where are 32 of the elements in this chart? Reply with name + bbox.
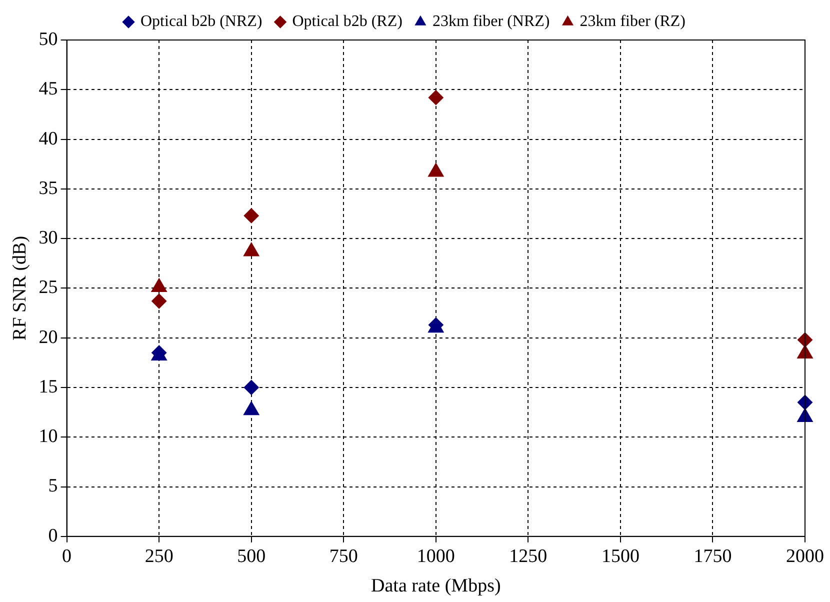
y-tick-label: 50 xyxy=(38,28,58,50)
x-tick-label: 2000 xyxy=(786,546,824,567)
y-tick-label: 20 xyxy=(38,326,58,348)
y-tick-label: 30 xyxy=(38,228,58,249)
y-tick-label: 10 xyxy=(38,426,58,448)
x-tick-label: 1500 xyxy=(601,546,640,567)
point xyxy=(151,278,167,292)
x-tick-label: 0 xyxy=(62,546,72,567)
x-tick-label: 1250 xyxy=(509,546,548,567)
x-tick-label: 1000 xyxy=(416,546,455,567)
x-tick-label: 750 xyxy=(329,546,358,567)
point xyxy=(243,242,260,256)
x-tick-label: 250 xyxy=(144,546,174,567)
point xyxy=(428,90,444,106)
legend-label: Optical b2b (RZ) xyxy=(292,13,402,30)
legend-label: Optical b2b (NRZ) xyxy=(140,13,262,30)
y-axis-title: RF SNR (dB) xyxy=(9,236,30,340)
x-tick-label: 500 xyxy=(237,546,266,567)
y-tick-label: 5 xyxy=(48,476,58,497)
legend-label: 23km fiber (NRZ) xyxy=(432,13,550,30)
x-tick-label: 1750 xyxy=(694,546,732,567)
x-axis-title: Data rate (Mbps) xyxy=(371,576,501,597)
y-tick-label: 15 xyxy=(38,376,58,398)
y-tick-label: 25 xyxy=(38,277,58,298)
point xyxy=(243,401,260,416)
point xyxy=(152,294,167,309)
y-tick-label: 35 xyxy=(38,178,58,199)
point xyxy=(244,208,259,224)
y-tick-label: 45 xyxy=(38,78,58,100)
y-tick-label: 40 xyxy=(38,128,58,150)
y-tick-label: 0 xyxy=(48,525,58,546)
legend-label: 23km fiber (RZ) xyxy=(580,13,686,30)
